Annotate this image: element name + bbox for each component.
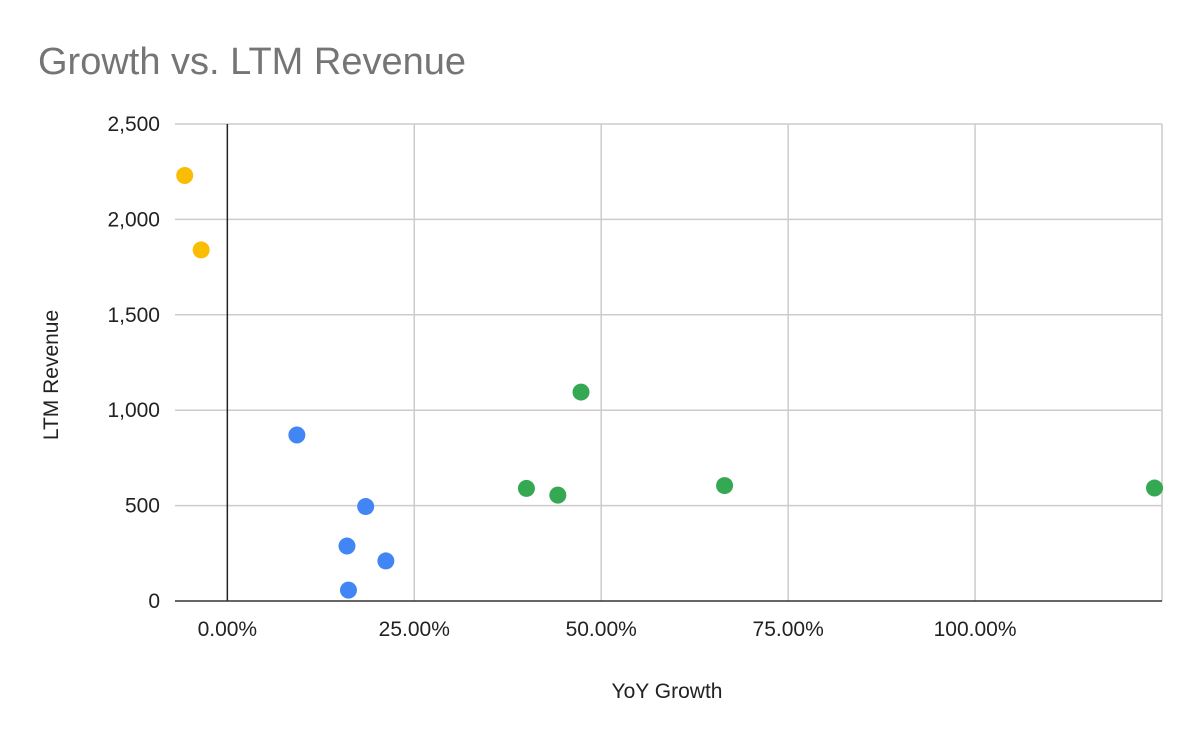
axis-layer [175,124,1162,602]
data-point [517,479,535,497]
y-tick-label: 0 [148,590,160,613]
data-point [357,498,375,516]
y-tick-label: 1,500 [107,304,160,327]
data-point [176,167,194,185]
data-point [192,241,210,259]
data-point [549,486,567,504]
chart-title: Growth vs. LTM Revenue [38,41,466,83]
data-point [338,537,356,555]
tick-label-layer: 0 500 1,000 1,500 2,000 2,500 0.00% 25.00% 50.00… [107,113,1016,641]
data-point [288,426,306,444]
x-axis-label: YoY Growth [612,680,723,703]
y-tick-label: 1,000 [107,399,160,422]
y-axis-label: LTM Revenue [40,310,63,440]
y-tick-label: 2,500 [107,113,160,136]
x-tick-label: 0.00% [198,618,258,641]
y-tick-label: 2,000 [107,208,160,231]
x-tick-label: 100.00% [934,618,1017,641]
x-tick-label: 75.00% [753,618,824,641]
y-tick-label: 500 [125,495,160,518]
x-tick-label: 50.00% [566,618,637,641]
data-point [572,383,590,401]
data-point [1146,479,1164,497]
data-point-layer [176,167,1164,599]
data-point [377,552,395,570]
x-tick-label: 25.00% [379,618,450,641]
data-point [716,477,734,495]
grid-layer [175,123,1163,601]
data-point [339,581,357,599]
